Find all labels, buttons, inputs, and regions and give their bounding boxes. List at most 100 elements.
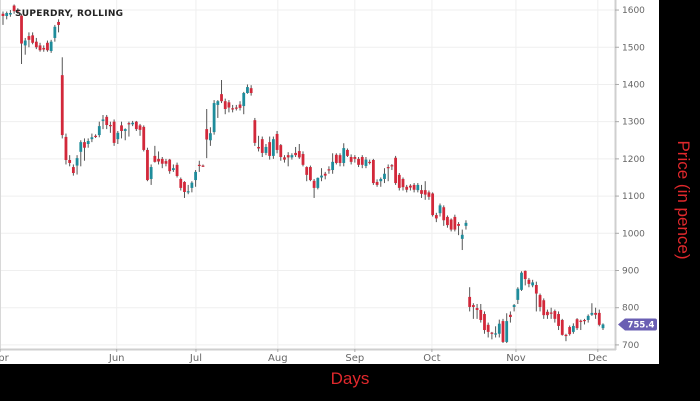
x-tick-label: Dec [588,353,607,364]
candle-body [460,234,464,239]
candle-body [309,167,312,181]
last-price-label: 755.4 [628,320,655,330]
y-tick-label: 800 [622,304,639,314]
candle-body [212,103,216,133]
candle-body [264,146,268,153]
candle-body [112,121,116,143]
candle-body [353,157,357,159]
candle-body [316,177,320,188]
x-tick-label: Apr [0,353,10,364]
candle-body [23,40,27,46]
candle-body [483,314,486,331]
candle-body [357,158,360,165]
x-tick-label: Sep [345,353,364,364]
candle-body [231,108,235,110]
candle-body [553,311,557,319]
candle-body [131,122,135,125]
candle-body [153,155,157,162]
candle-body [57,21,60,25]
candle-body [531,282,535,286]
candle-body [490,332,494,334]
candle-body [327,169,331,171]
candle-body [171,168,175,171]
y-tick-label: 1200 [622,155,645,165]
candle-body [320,175,323,178]
candle-body [431,193,435,216]
candle-body [223,101,227,110]
candle-body [16,10,20,12]
candle-body [442,207,446,221]
candle-body [575,319,579,329]
y-tick-label: 1100 [622,192,645,202]
candle-body [268,142,272,156]
candle-body [12,5,16,12]
candle-body [471,305,475,307]
y-tick-label: 1500 [622,43,645,53]
candle-body [405,186,409,190]
candle-body [331,161,335,171]
candle-body [464,222,468,226]
candle-body [571,325,575,332]
chart-title: SUPERDRY, ROLLING [15,9,124,19]
candle-body [509,314,512,318]
candle-body [116,132,120,140]
candle-body [209,133,212,141]
candle-body [20,15,23,44]
candle-body [49,41,53,51]
candle-body [38,45,42,51]
candle-body [434,215,438,219]
candle-body [34,41,38,48]
candles [1,4,605,344]
candle-body [186,191,190,193]
y-tick-label: 700 [622,341,639,351]
candle-body [386,167,390,169]
candle-body [579,320,583,322]
candle-body [105,116,109,126]
candle-body [197,164,201,167]
candle-body [420,190,423,194]
candle-body [557,314,560,326]
x-tick-label: Nov [506,353,526,364]
candle-body [60,75,64,136]
candle-body [79,142,83,152]
candle-body [175,164,179,176]
x-tick-label: Jun [108,353,125,364]
candle-body [257,146,260,149]
candle-body [409,185,412,188]
candle-body [220,94,223,102]
y-tick-label: 900 [622,266,639,276]
candle-body [53,26,57,38]
candle-body [123,129,127,131]
candle-body [271,139,275,156]
candle-body [90,137,94,140]
candle-body [379,178,383,182]
candle-body [590,312,594,315]
candle-body [323,173,327,176]
axes: 700 800 900 1000 1100 1200 1300 1400 1500 1600 Apr… [0,0,657,364]
candle-body [46,42,49,51]
candle-body [564,334,568,337]
candle-body [601,324,605,329]
candle-body [342,148,346,163]
candle-body [120,125,123,131]
candle-body [538,295,542,307]
candle-body [497,323,501,334]
candle-body [449,219,453,230]
candle-body [597,312,601,325]
candle-body [31,35,35,43]
y-tick-label: 1000 [622,229,645,239]
candle-body [149,167,153,179]
candle-body [423,190,427,195]
candle-body [283,157,286,160]
x-axis-title: Days [330,369,370,388]
chart-background [0,0,659,364]
candle-body [179,178,183,188]
candle-body [97,126,101,136]
candle-body [242,93,246,107]
candle-body [127,123,131,125]
candle-body [475,308,479,310]
candle-body [142,126,146,150]
candle-body [446,216,449,226]
candle-body [401,178,405,188]
